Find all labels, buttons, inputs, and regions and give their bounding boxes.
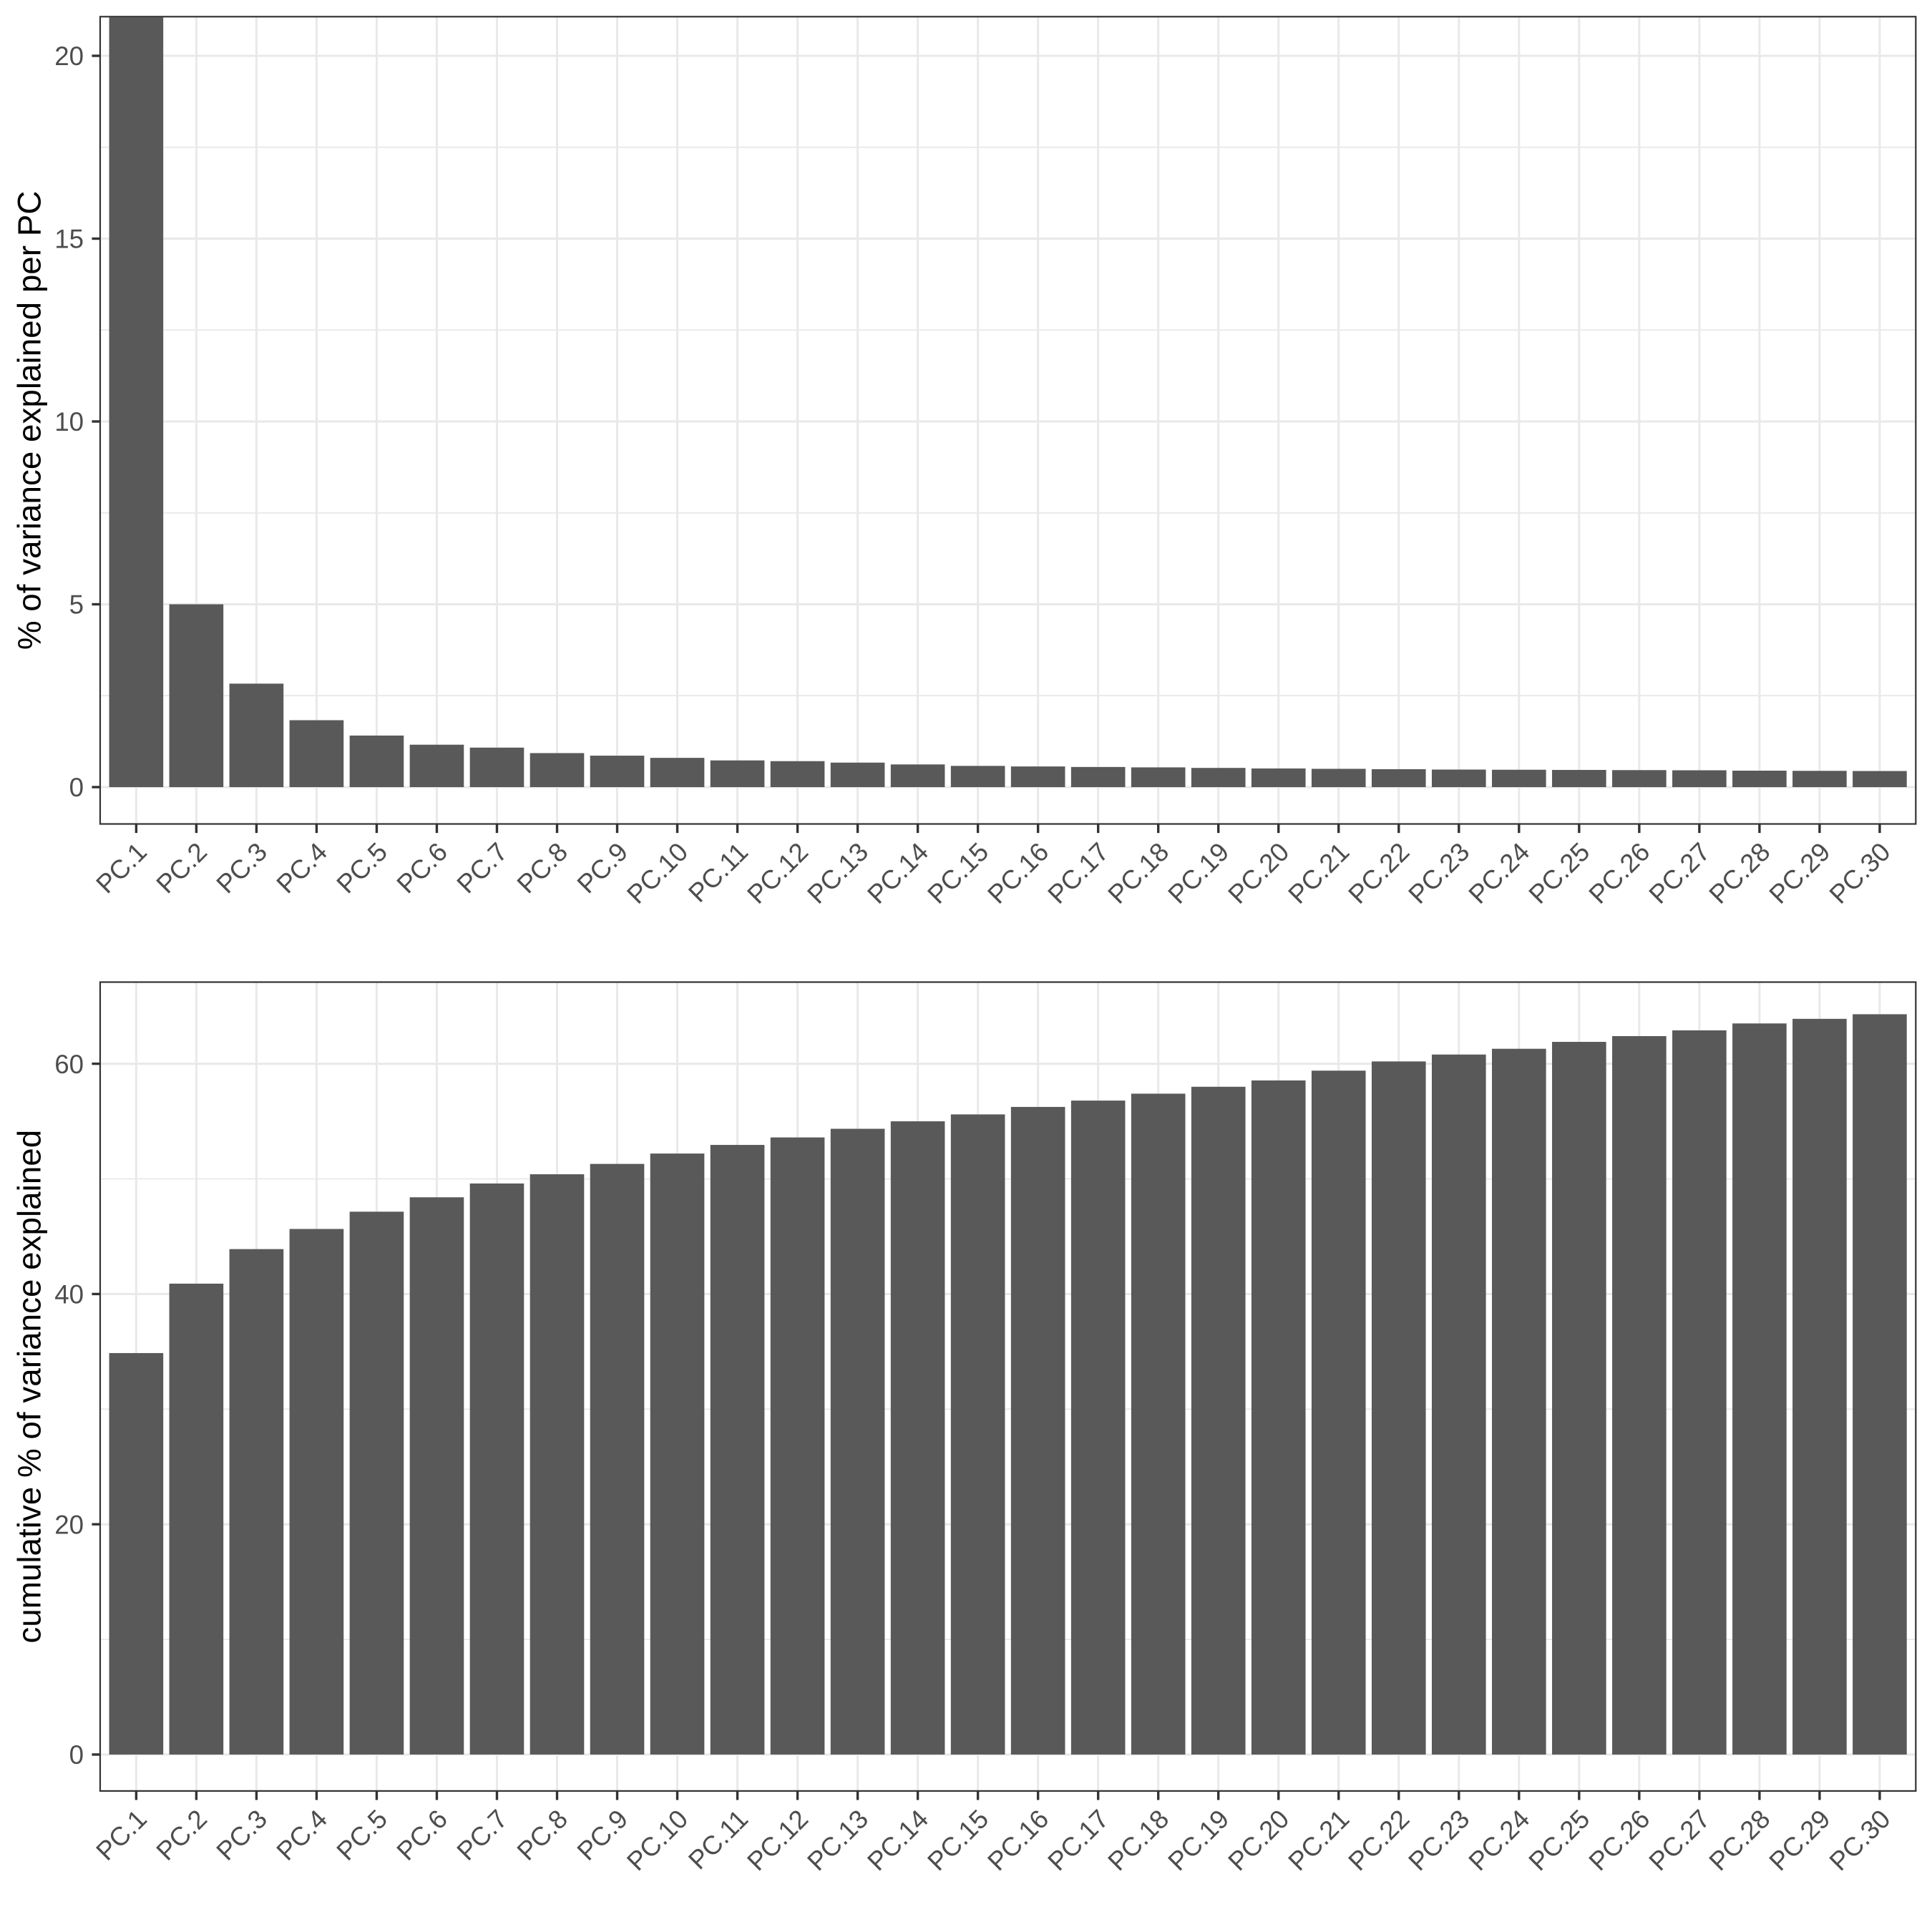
svg-text:15: 15 xyxy=(54,225,84,254)
svg-text:10: 10 xyxy=(54,407,84,436)
svg-text:cumulative % of variance expla: cumulative % of variance explained xyxy=(11,1130,48,1644)
svg-text:20: 20 xyxy=(54,1510,84,1539)
svg-text:40: 40 xyxy=(54,1280,84,1309)
svg-text:% of variance explained per PC: % of variance explained per PC xyxy=(11,191,48,650)
svg-text:0: 0 xyxy=(69,1740,84,1770)
svg-text:0: 0 xyxy=(69,773,84,802)
svg-text:20: 20 xyxy=(54,42,84,71)
svg-text:5: 5 xyxy=(69,590,84,620)
svg-text:60: 60 xyxy=(54,1050,84,1079)
